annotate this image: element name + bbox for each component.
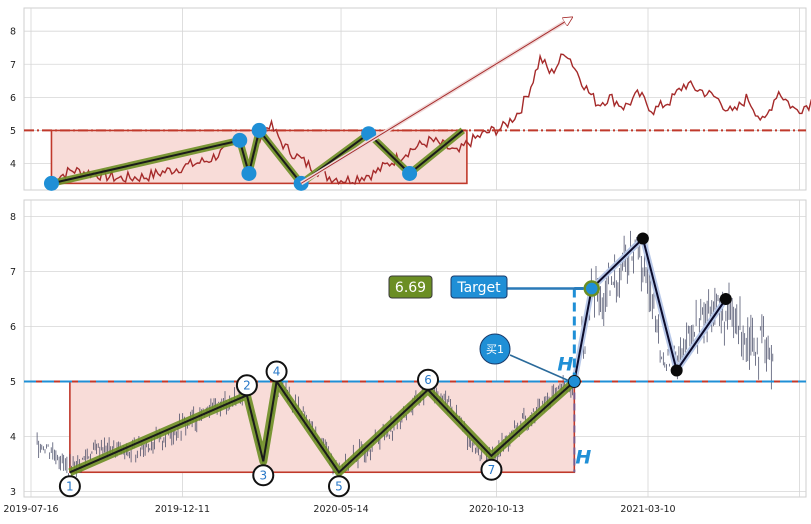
bottom-consolidation-box <box>70 382 574 473</box>
height-label-upper: H <box>557 354 573 376</box>
breakout-marker <box>568 376 580 388</box>
top-pivot-marker <box>252 123 267 138</box>
top-pivot-marker <box>402 166 417 181</box>
height-label-lower: H <box>575 446 591 468</box>
wave-point-label: 4 <box>273 365 281 379</box>
top-ytick-label: 6 <box>10 93 16 104</box>
bottom-post-wave-marker <box>671 365 683 377</box>
bottom-xtick-label: 2020-05-14 <box>313 504 368 515</box>
top-pivot-marker <box>44 176 59 191</box>
top-ytick-label: 4 <box>10 159 16 170</box>
wave-point-label: 5 <box>335 479 343 493</box>
bottom-xtick-label: 2019-07-16 <box>3 504 58 515</box>
wave-point-label: 7 <box>488 463 496 477</box>
wave-point-label: 3 <box>259 468 267 482</box>
bottom-ytick-label: 4 <box>10 432 16 443</box>
bottom-ytick-label: 5 <box>10 377 16 388</box>
bottom-xtick-label: 2019-12-11 <box>155 504 210 515</box>
bottom-post-wave-marker <box>720 293 732 305</box>
bottom-panel: 3 4 5 6 7 8 2019-07-16 2019-12-11 2020-05-14 2020… <box>3 200 806 515</box>
top-pivot-marker <box>232 133 247 148</box>
bottom-ytick-label: 8 <box>10 212 16 223</box>
target-value-text: 6.69 <box>395 280 426 296</box>
buy-signal-text: 买1 <box>486 343 504 356</box>
top-ytick-label: 5 <box>10 126 16 137</box>
top-pivot-marker <box>241 166 256 181</box>
top-ytick-label: 7 <box>10 60 16 71</box>
top-ytick-label: 8 <box>10 27 16 38</box>
bottom-ytick-label: 6 <box>10 322 16 333</box>
top-panel: 4 5 6 7 8 <box>10 8 811 191</box>
bottom-ytick-label: 7 <box>10 267 16 278</box>
target-marker <box>585 282 599 296</box>
bottom-xtick-label: 2020-10-13 <box>469 504 524 515</box>
wave-point-label: 1 <box>66 479 74 493</box>
bottom-post-wave-marker <box>637 233 649 245</box>
bottom-ytick-label: 3 <box>10 487 16 498</box>
target-label-text: Target <box>456 280 501 296</box>
bottom-xtick-label: 2021-03-10 <box>620 504 675 515</box>
wave-point-label: 6 <box>424 373 432 387</box>
wave-point-label: 2 <box>243 378 251 392</box>
